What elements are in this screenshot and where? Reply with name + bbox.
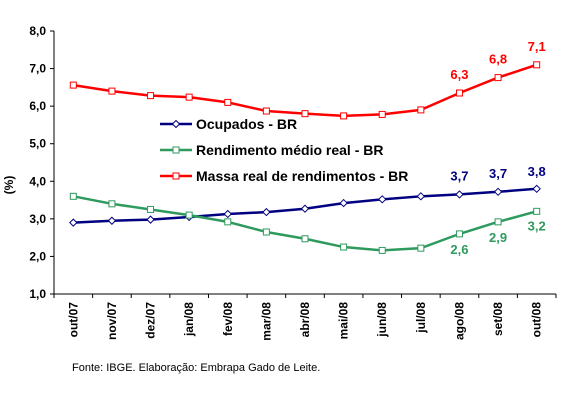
series-group	[69, 61, 541, 254]
x-tick-label: mai/08	[337, 302, 351, 340]
y-tick-label: 6,0	[29, 99, 46, 113]
point-marker	[494, 74, 502, 82]
point-marker	[340, 112, 348, 120]
legend-item: Ocupados - BR	[160, 116, 297, 132]
point-marker	[532, 184, 541, 194]
data-label: 7,1	[528, 39, 546, 54]
x-tick-label: jan/08	[182, 302, 196, 337]
point-marker	[172, 146, 180, 154]
point-marker	[455, 230, 463, 238]
y-tick-label: 4,0	[29, 174, 46, 188]
point-marker	[455, 190, 464, 199]
point-marker	[108, 87, 116, 95]
point-marker	[494, 218, 502, 226]
y-axis-label: (%)	[2, 176, 16, 195]
point-marker	[147, 205, 155, 213]
point-marker	[455, 89, 463, 97]
point-marker	[69, 218, 78, 227]
data-label: 2,6	[450, 242, 468, 257]
x-tick-label: jul/08	[414, 302, 428, 334]
y-tick-label: 7,0	[29, 62, 46, 76]
x-tick-label: dez/07	[144, 302, 158, 339]
point-marker	[147, 92, 155, 100]
series-0	[69, 184, 541, 227]
data-label: 3,8	[528, 164, 546, 179]
data-label: 3,2	[528, 218, 546, 233]
point-marker	[417, 106, 425, 114]
x-tick-label: out/08	[530, 302, 544, 338]
legend-label: Ocupados - BR	[196, 116, 297, 132]
point-marker	[185, 93, 193, 101]
x-tick-label: abr/08	[298, 302, 312, 338]
data-label: 3,7	[450, 168, 468, 183]
point-marker	[108, 200, 116, 208]
point-marker	[224, 98, 232, 106]
point-marker	[340, 243, 348, 251]
point-marker	[378, 110, 386, 118]
x-ticks: out/07 nov/07 dez/07 jan/08 fev/08 mar/08 abr/…	[53, 294, 557, 341]
point-marker	[416, 192, 426, 201]
legend-label: Rendimento médio real - BR	[196, 142, 383, 158]
y-tick-label: 5,0	[29, 137, 46, 151]
y-tick-label: 3,0	[29, 212, 46, 226]
point-marker	[223, 209, 232, 219]
series-2	[69, 61, 541, 120]
x-tick-label: jun/08	[375, 302, 389, 338]
point-marker	[378, 195, 387, 204]
y-tick-label: 1,0	[29, 287, 46, 301]
data-label: 6,3	[450, 67, 468, 82]
y-tick-label: 8,0	[29, 24, 46, 38]
point-marker	[262, 228, 270, 236]
y-tick-label: 2,0	[29, 249, 46, 263]
point-marker	[378, 246, 386, 254]
point-marker	[146, 215, 155, 224]
legend-label: Massa real de rendimentos - BR	[196, 168, 408, 184]
legend-item: Massa real de rendimentos - BR	[160, 168, 408, 184]
point-marker	[185, 211, 193, 219]
point-marker	[301, 110, 309, 118]
point-marker	[262, 207, 271, 217]
y-ticks: 1,0 2,0 3,0 4,0 5,0 6,0 7,0 8,0	[29, 24, 54, 301]
point-marker	[339, 198, 348, 208]
point-marker	[262, 107, 270, 115]
data-label: 2,9	[489, 230, 507, 245]
data-label: 6,8	[489, 52, 507, 67]
point-marker	[417, 244, 425, 252]
x-tick-label: nov/07	[105, 302, 119, 340]
x-tick-label: set/08	[491, 302, 505, 336]
x-tick-label: mar/08	[259, 302, 273, 341]
series-1	[69, 192, 541, 254]
data-label: 3,7	[489, 166, 507, 181]
point-marker	[107, 216, 117, 225]
data-labels: 3,7 3,7 3,8 2,6 2,9 3,2 6,3 6,8 7,1	[450, 39, 545, 257]
point-marker	[171, 119, 181, 129]
point-marker	[533, 61, 541, 69]
point-marker	[533, 207, 541, 215]
x-tick-label: out/07	[66, 302, 80, 338]
point-marker	[69, 192, 77, 200]
point-marker	[493, 187, 503, 197]
x-tick-label: fev/08	[221, 302, 235, 336]
point-marker	[69, 81, 77, 89]
point-marker	[172, 172, 180, 180]
axes	[53, 31, 556, 295]
point-marker	[300, 204, 310, 213]
point-marker	[301, 235, 309, 243]
x-tick-label: ago/08	[452, 302, 466, 340]
legend: Ocupados - BR Rendimento médio real - BR M…	[160, 116, 408, 184]
point-marker	[224, 218, 232, 226]
source-note: Fonte: IBGE. Elaboração: Embrapa Gado de…	[72, 362, 321, 374]
legend-item: Rendimento médio real - BR	[160, 142, 383, 158]
